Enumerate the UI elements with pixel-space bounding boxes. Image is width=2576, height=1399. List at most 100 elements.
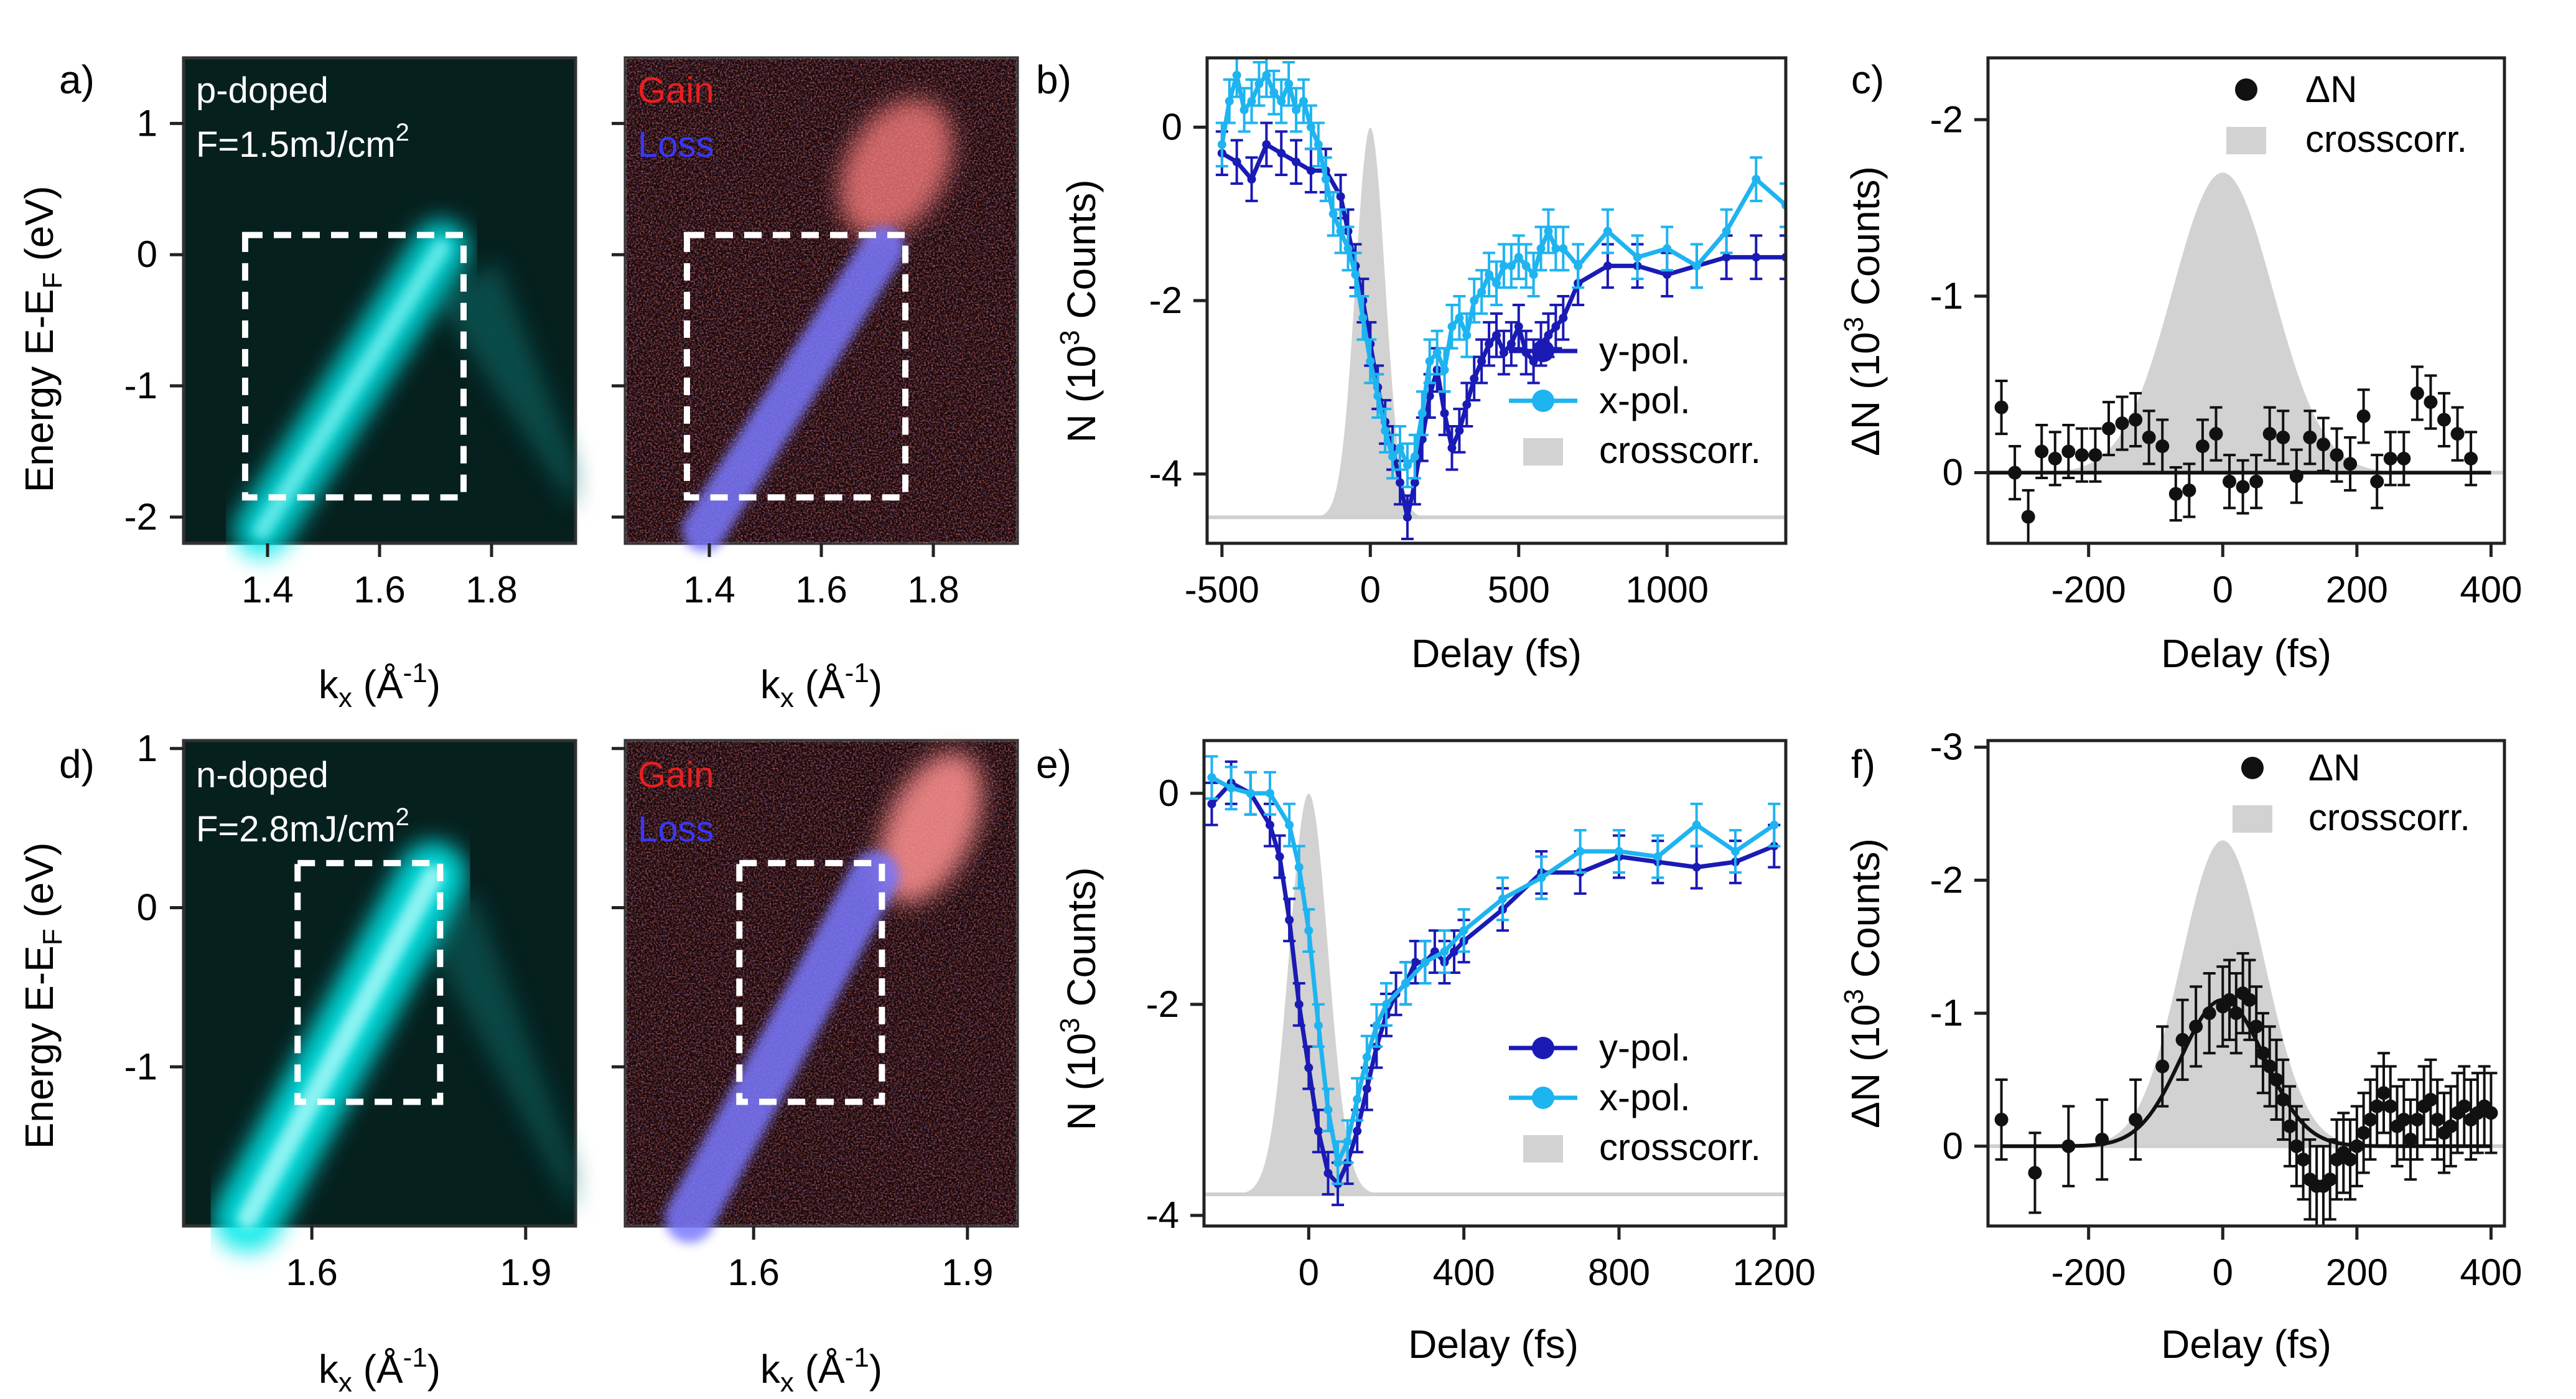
x-tick-label: 1.9 (941, 1252, 993, 1293)
panel-a-roi-box (242, 232, 467, 501)
data-point (1603, 261, 1612, 271)
panel-c: c) ΔN(103 Counts) -200 0 200 400 -2 -1 0 ΔN cros… (1839, 56, 2522, 676)
data-point (1304, 1063, 1314, 1072)
data-point (1358, 313, 1368, 322)
panel-a2-loss-band (682, 226, 905, 552)
x-tick-label: 0 (2213, 569, 2233, 611)
data-point (2424, 395, 2438, 409)
doping-label: p-doped (196, 70, 329, 111)
fluence-label-n: F=2.8mJ/cm2 (196, 803, 409, 849)
panel-c-label: c) (1851, 57, 1884, 102)
data-point (1321, 175, 1330, 184)
data-point (2074, 448, 2089, 462)
data-point (2129, 1113, 2143, 1127)
data-point (2370, 474, 2384, 489)
data-point (2129, 413, 2143, 427)
data-point (2195, 439, 2210, 453)
data-point (2249, 474, 2264, 489)
panel-e: e) N(103 Counts) 0 400 800 1200 0 -2 -4 y-pol. x… (1036, 739, 1816, 1367)
gain-legend: Gain (638, 70, 714, 111)
panel-e-plot: 0 400 800 1200 0 -2 -4 y-pol. x-pol. crosscorr. (1146, 739, 1816, 1293)
x-tick-label: 1.8 (465, 569, 517, 611)
data-point (1529, 270, 1538, 279)
data-point (1314, 1126, 1323, 1136)
panel-f: f) ΔN(103 Counts) -200 0 200 400 -3 -2 -1 0 ΔN cr… (1839, 726, 2522, 1367)
data-point (1232, 70, 1241, 80)
x-tick-label: 400 (2460, 569, 2522, 611)
panel-d2-xticks: 1.6 1.9 (727, 1226, 994, 1293)
data-point (1343, 1137, 1352, 1146)
data-point (2269, 1072, 2284, 1087)
x-tick-label: 500 (1488, 569, 1550, 611)
data-point (1551, 244, 1561, 253)
data-point (2289, 1139, 2303, 1153)
data-point (2356, 409, 2371, 423)
data-point (1328, 209, 1338, 218)
data-point (1323, 1105, 1333, 1115)
panel-d-xlabel: kx (Å-1) (319, 1342, 441, 1398)
data-point (2464, 451, 2478, 466)
energy-unit: (eV) (17, 186, 62, 273)
panel-f-label: f) (1851, 742, 1875, 787)
data-point (1492, 279, 1501, 288)
data-point (1247, 96, 1256, 106)
panel-d2-gain-blob (878, 752, 982, 904)
panel-a-band-core (253, 239, 450, 539)
data-point (1292, 157, 1301, 167)
data-point (2296, 1153, 2310, 1167)
panel-a2-yticks (612, 121, 625, 519)
data-point (1294, 999, 1304, 1009)
data-point (1265, 788, 1274, 798)
data-point (1306, 166, 1315, 175)
data-point (2028, 1166, 2042, 1180)
x-tick-label: 1.6 (353, 569, 405, 611)
data-point (1663, 270, 1672, 279)
data-point (2397, 451, 2411, 466)
crosscorr-area (1204, 793, 1786, 1195)
x-tick-label: 400 (2460, 1252, 2522, 1293)
data-point (1499, 261, 1508, 271)
data-point (1730, 847, 1740, 856)
data-point (1396, 443, 1404, 452)
legend-marker (1532, 1087, 1554, 1109)
data-point (1366, 357, 1375, 366)
y-tick-label: -2 (124, 496, 157, 538)
data-point (1323, 1169, 1333, 1178)
data-point (1485, 339, 1494, 349)
data-point (2350, 1139, 2364, 1153)
data-point (1447, 322, 1457, 331)
data-point (1544, 227, 1553, 236)
data-point (1447, 443, 1457, 452)
data-point (1314, 140, 1323, 149)
panel-d2-roi-box (736, 859, 885, 1105)
data-point (1417, 409, 1427, 418)
panel-d2-loss-band (665, 851, 900, 1243)
data-point (2048, 451, 2062, 466)
data-point (1277, 149, 1286, 158)
data-point (1410, 452, 1419, 461)
data-point (1351, 270, 1360, 279)
data-point (1314, 1021, 1323, 1030)
plot-frame (1986, 739, 2506, 1228)
y-tick-label: 1 (137, 102, 157, 144)
x-tick-label: 400 (1433, 1252, 1495, 1293)
panel-a2-gain-blob (839, 98, 953, 238)
loss-legend-n: Loss (638, 809, 714, 849)
panel-a-yticks: -2 -1 0 1 (124, 102, 184, 538)
data-point (2095, 1133, 2109, 1147)
legend-label: x-pol. (1599, 1077, 1691, 1118)
x-tick-label: 1.6 (286, 1252, 337, 1293)
data-point (2189, 1019, 2203, 1034)
y-tick-label: -3 (1930, 726, 1963, 768)
data-point (1574, 261, 1583, 271)
data-point (2437, 413, 2451, 427)
data-point (2168, 487, 2183, 501)
x-tick-label: 1.4 (241, 569, 293, 611)
data-point (2404, 1133, 2418, 1147)
data-point (1246, 788, 1255, 798)
data-point (2229, 1006, 2243, 1021)
x-tick-label: 0 (2213, 1252, 2233, 1293)
data-point (1514, 322, 1523, 331)
data-point (2343, 1153, 2358, 1167)
data-point (2410, 1113, 2424, 1127)
